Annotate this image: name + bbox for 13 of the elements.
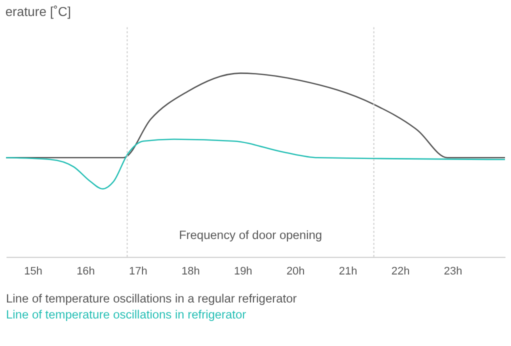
x-tick-label: 18h [182,265,200,278]
x-tick-label: 23h [444,265,462,278]
annotation: Frequency of door opening [178,228,322,242]
x-tick-label: 15h [24,265,42,278]
text: Line of temperature oscillations in refrigerator [6,308,246,322]
chart-title: erature [˚C] [5,4,71,19]
x-tick-label: 21h [338,265,358,278]
text: Line of temperature oscillations in a regular refrigerator [6,292,297,306]
x-tick-label: 16h [76,265,95,278]
x-tick-label: 22h [391,265,410,278]
x-tick-label: 19h [234,265,252,278]
x-tick-label: 20h [286,265,305,278]
x-tick-label: 17h [129,265,148,278]
